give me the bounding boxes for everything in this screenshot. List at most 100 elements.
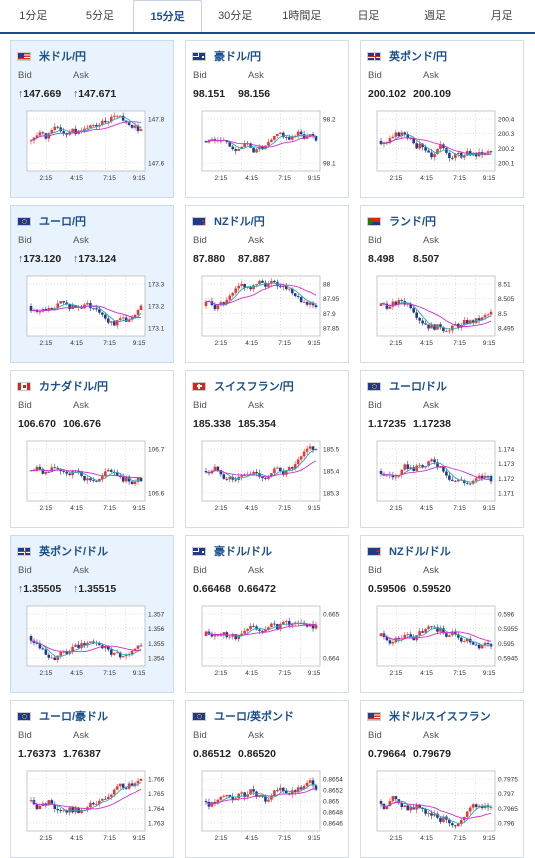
candle-body [50, 800, 54, 805]
currency-pair-link[interactable]: 米ドル/円 [39, 51, 87, 63]
candle-body [299, 622, 303, 624]
x-tick-label: 9:15 [483, 340, 496, 347]
currency-pair-link[interactable]: 豪ドル/円 [214, 51, 262, 63]
x-tick-label: 4:15 [420, 505, 433, 512]
currency-card[interactable]: カナダドル/円 Bid Ask 106.670 106.676 106.7 106.6 2:1… [10, 370, 174, 528]
candle-body [80, 643, 83, 648]
currency-card[interactable]: 豪ドル/ドル Bid Ask 0.66468 0.66472 0.665 0.664 2:15… [185, 535, 349, 693]
currency-pair-link[interactable]: 英ポンド/円 [389, 51, 448, 63]
candle-body [255, 284, 258, 286]
candlestick-chart[interactable]: 8.51 8.505 8.5 8.495 2:15 4:15 7:15 9:15 [365, 272, 519, 354]
candlestick-chart[interactable]: 88 87.95 87.9 87.85 2:15 4:15 7:15 9:15 [190, 272, 344, 354]
currency-card[interactable]: NZドル/ドル Bid Ask 0.59506 0.59520 0.596 0.5955 0.… [360, 535, 524, 693]
candle-body [106, 645, 110, 650]
x-tick-label: 9:15 [133, 835, 146, 842]
y-tick-label: 88 [323, 282, 331, 289]
y-tick-label: 0.596 [498, 612, 515, 619]
candle-body [35, 643, 39, 644]
tab-3[interactable]: 30分足 [218, 10, 253, 22]
candle-body [293, 135, 297, 137]
currency-pair-link[interactable]: 豪ドル/ドル [214, 546, 273, 558]
tab-2[interactable]: 15分足 [133, 0, 202, 32]
currency-pair-link[interactable]: ランド/円 [389, 216, 437, 228]
candlestick-chart[interactable]: 1.357 1.356 1.355 1.354 2:15 4:15 7:15 9:15 [15, 602, 169, 684]
currency-card[interactable]: ユーロ/ドル Bid Ask 1.17235 1.17238 1.174 1.173 1.17… [360, 370, 524, 528]
ask-value: 106.676 [63, 418, 101, 430]
candle-body [468, 807, 472, 812]
candlestick-chart[interactable]: 0.8654 0.8652 0.865 0.8648 0.8646 2:15 4:15 7:1… [190, 767, 344, 849]
candle-body [121, 115, 125, 121]
candlestick-chart[interactable]: 173.3 173.2 173.1 2:15 4:15 7:15 9:15 [15, 272, 169, 354]
bid-value: 0.86512 [193, 748, 231, 760]
candle-body [56, 809, 60, 811]
candlestick-chart[interactable]: 185.5 185.4 185.3 2:15 4:15 7:15 9:15 [190, 437, 344, 519]
candle-body [418, 631, 421, 636]
candlestick-chart[interactable]: 0.7975 0.797 0.7965 0.796 2:15 4:15 7:15 9:15 [365, 767, 519, 849]
candle-body [305, 782, 309, 786]
candle-body [139, 305, 143, 311]
ask-label: Ask [423, 565, 439, 576]
currency-card[interactable]: 米ドル/スイスフラン Bid Ask 0.79664 0.79679 0.7975 0.79… [360, 700, 524, 858]
candle-body [222, 474, 226, 479]
candle-body [59, 651, 63, 656]
tab-4[interactable]: 1時間足 [282, 10, 322, 22]
currency-card[interactable]: ユーロ/円 Bid Ask ↑173.120 ↑173.124 173.3 173.2 173… [10, 205, 174, 363]
currency-pair-link[interactable]: NZドル/円 [214, 216, 265, 228]
moving-average-line [30, 121, 142, 141]
candle-body [477, 318, 481, 321]
x-tick-label: 9:15 [483, 175, 496, 182]
tab-5[interactable]: 日足 [357, 10, 380, 22]
candle-body [391, 136, 395, 139]
currency-pair-link[interactable]: NZドル/ドル [389, 546, 451, 558]
us-flag-icon [367, 711, 381, 721]
currency-card[interactable]: 英ポンド/円 Bid Ask 200.102 200.109 200.4 200.3 200.… [360, 40, 524, 198]
x-tick-label: 7:15 [453, 835, 466, 842]
currency-pair-link[interactable]: スイスフラン/円 [214, 381, 294, 393]
candle-body [400, 803, 404, 807]
currency-card[interactable]: NZドル/円 Bid Ask 87.880 87.887 88 87.95 87.9 87.85… [185, 205, 349, 363]
currency-pair-link[interactable]: ユーロ/円 [39, 216, 87, 228]
candlestick-chart[interactable]: 98.2 98.1 2:15 4:15 7:15 9:15 [190, 107, 344, 189]
x-tick-label: 7:15 [453, 340, 466, 347]
candle-body [264, 282, 267, 287]
x-tick-label: 4:15 [420, 340, 433, 347]
currency-pair-link[interactable]: ユーロ/豪ドル [39, 711, 109, 723]
currency-card[interactable]: 豪ドル/円 Bid Ask 98.151 98.156 98.2 98.1 2:15 4:15 7… [185, 40, 349, 198]
currency-pair-link[interactable]: 米ドル/スイスフラン [389, 711, 491, 723]
candle-body [133, 783, 137, 786]
candlestick-chart[interactable]: 106.7 106.6 2:15 4:15 7:15 9:15 [15, 437, 169, 519]
candlestick-chart[interactable]: 200.4 200.3 200.2 200.1 2:15 4:15 7:15 9:15 [365, 107, 519, 189]
candlestick-chart[interactable]: 0.665 0.664 2:15 4:15 7:15 9:15 [190, 602, 344, 684]
tab-6[interactable]: 週足 [424, 10, 447, 22]
tab-1[interactable]: 5分足 [85, 10, 114, 22]
currency-card[interactable]: ユーロ/豪ドル Bid Ask 1.76373 1.76387 1.766 1.765 1.7… [10, 700, 174, 858]
currency-pair-link[interactable]: ユーロ/ドル [389, 381, 448, 393]
candle-body [293, 790, 297, 793]
currency-card[interactable]: ランド/円 Bid Ask 8.498 8.507 8.51 8.505 8.5 8.495 2:… [360, 205, 524, 363]
tab-0[interactable]: 1分足 [19, 10, 48, 22]
candle-body [240, 475, 243, 477]
candlestick-chart[interactable]: 1.766 1.765 1.764 1.763 2:15 4:15 7:15 9:15 [15, 767, 169, 849]
currency-pair-link[interactable]: 英ポンド/ドル [39, 546, 109, 558]
candle-body [299, 456, 303, 460]
candle-body [273, 280, 276, 283]
x-tick-label: 2:15 [215, 835, 228, 842]
currency-card[interactable]: ユーロ/英ポンド Bid Ask 0.86512 0.86520 0.8654 0.8652… [185, 700, 349, 858]
x-tick-label: 4:15 [245, 670, 258, 677]
up-arrow-icon: ↑ [18, 88, 24, 100]
currency-card[interactable]: 英ポンド/ドル Bid Ask ↑1.35505 ↑1.35515 1.357 1.356 1… [10, 535, 174, 693]
currency-pair-link[interactable]: カナダドル/円 [39, 381, 109, 393]
candlestick-chart[interactable]: 147.8 147.6 2:15 4:15 7:15 9:15 [15, 107, 169, 189]
candlestick-chart[interactable]: 0.596 0.5955 0.595 0.5945 2:15 4:15 7:15 9:15 [365, 602, 519, 684]
candle-body [293, 464, 297, 469]
candlestick-chart[interactable]: 1.174 1.173 1.172 1.171 2:15 4:15 7:15 9:15 [365, 437, 519, 519]
tab-7[interactable]: 月足 [490, 10, 513, 22]
currency-pair-link[interactable]: ユーロ/英ポンド [214, 711, 295, 723]
y-tick-label: 0.7975 [498, 777, 518, 784]
currency-card[interactable]: 米ドル/円 Bid Ask ↑147.669 ↑147.671 147.8 147.6 2:1… [10, 40, 174, 198]
currency-card[interactable]: スイスフラン/円 Bid Ask 185.338 185.354 185.5 185.4 18… [185, 370, 349, 528]
candle-body [424, 147, 427, 151]
ask-value: 8.507 [413, 253, 440, 265]
bid-label: Bid [18, 70, 32, 81]
candle-body [136, 477, 140, 482]
